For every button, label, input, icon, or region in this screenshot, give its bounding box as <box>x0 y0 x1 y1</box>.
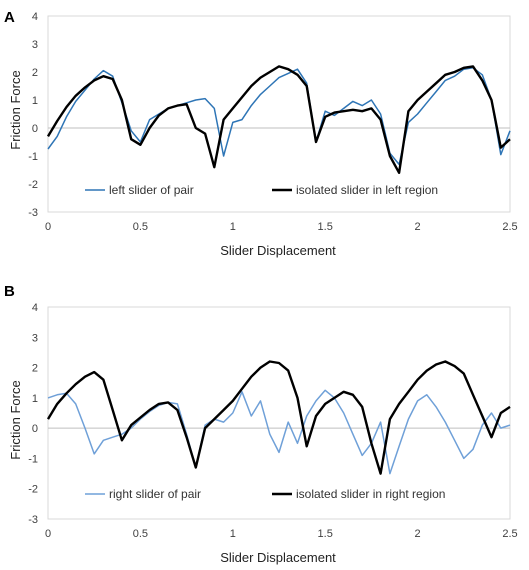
series-line-2 <box>46 65 511 175</box>
plot-area <box>47 306 511 520</box>
y-tick-label: 1 <box>32 95 38 107</box>
x-tick-label: 0 <box>45 528 51 540</box>
series-line-1 <box>47 389 511 475</box>
x-tick-label: 2 <box>415 528 421 540</box>
x-tick-label: 0 <box>45 221 51 233</box>
y-tick-label: 3 <box>32 332 38 344</box>
y-tick-label: -2 <box>28 179 38 191</box>
panel-label: A <box>4 9 15 26</box>
y-axis-title: Friction Force <box>8 70 23 149</box>
y-tick-label: 2 <box>32 363 38 375</box>
x-axis-title: Slider Displacement <box>220 243 336 258</box>
x-tick-label: 1 <box>230 221 236 233</box>
legend-label: isolated slider in left region <box>296 183 438 197</box>
y-tick-label: 3 <box>32 39 38 51</box>
y-tick-label: -3 <box>28 207 38 219</box>
y-tick-label: -1 <box>28 151 38 163</box>
series-line-2 <box>46 360 511 475</box>
chart-panel-a: A Friction Force Slider Displacement -3 -… <box>4 9 518 258</box>
x-tick-label: 0.5 <box>133 221 148 233</box>
x-tick-label: 1.5 <box>318 528 333 540</box>
y-tick-label: 4 <box>32 11 38 23</box>
y-tick-label: 1 <box>32 393 38 405</box>
x-axis-title: Slider Displacement <box>220 550 336 565</box>
x-tick-label: 2.5 <box>502 528 517 540</box>
y-tick-label: 4 <box>32 302 38 314</box>
x-tick-label: 1.5 <box>318 221 333 233</box>
chart-panel-b: B Friction Force Slider Displacement -3 -… <box>4 283 518 565</box>
y-tick-label: -1 <box>28 453 38 465</box>
plot-area <box>47 15 511 213</box>
legend-label: isolated slider in right region <box>296 487 445 501</box>
y-tick-label: 0 <box>32 123 38 135</box>
x-tick-label: 2 <box>415 221 421 233</box>
y-tick-label: -2 <box>28 484 38 496</box>
y-tick-label: 0 <box>32 423 38 435</box>
x-tick-label: 0.5 <box>133 528 148 540</box>
legend-label: right slider of pair <box>109 487 201 501</box>
x-tick-label: 2.5 <box>502 221 517 233</box>
panel-label: B <box>4 283 15 300</box>
legend-label: left slider of pair <box>109 183 194 197</box>
series-line-1 <box>47 67 511 166</box>
y-tick-label: -3 <box>28 514 38 526</box>
x-tick-label: 1 <box>230 528 236 540</box>
y-axis-title: Friction Force <box>8 380 23 459</box>
y-tick-label: 2 <box>32 67 38 79</box>
